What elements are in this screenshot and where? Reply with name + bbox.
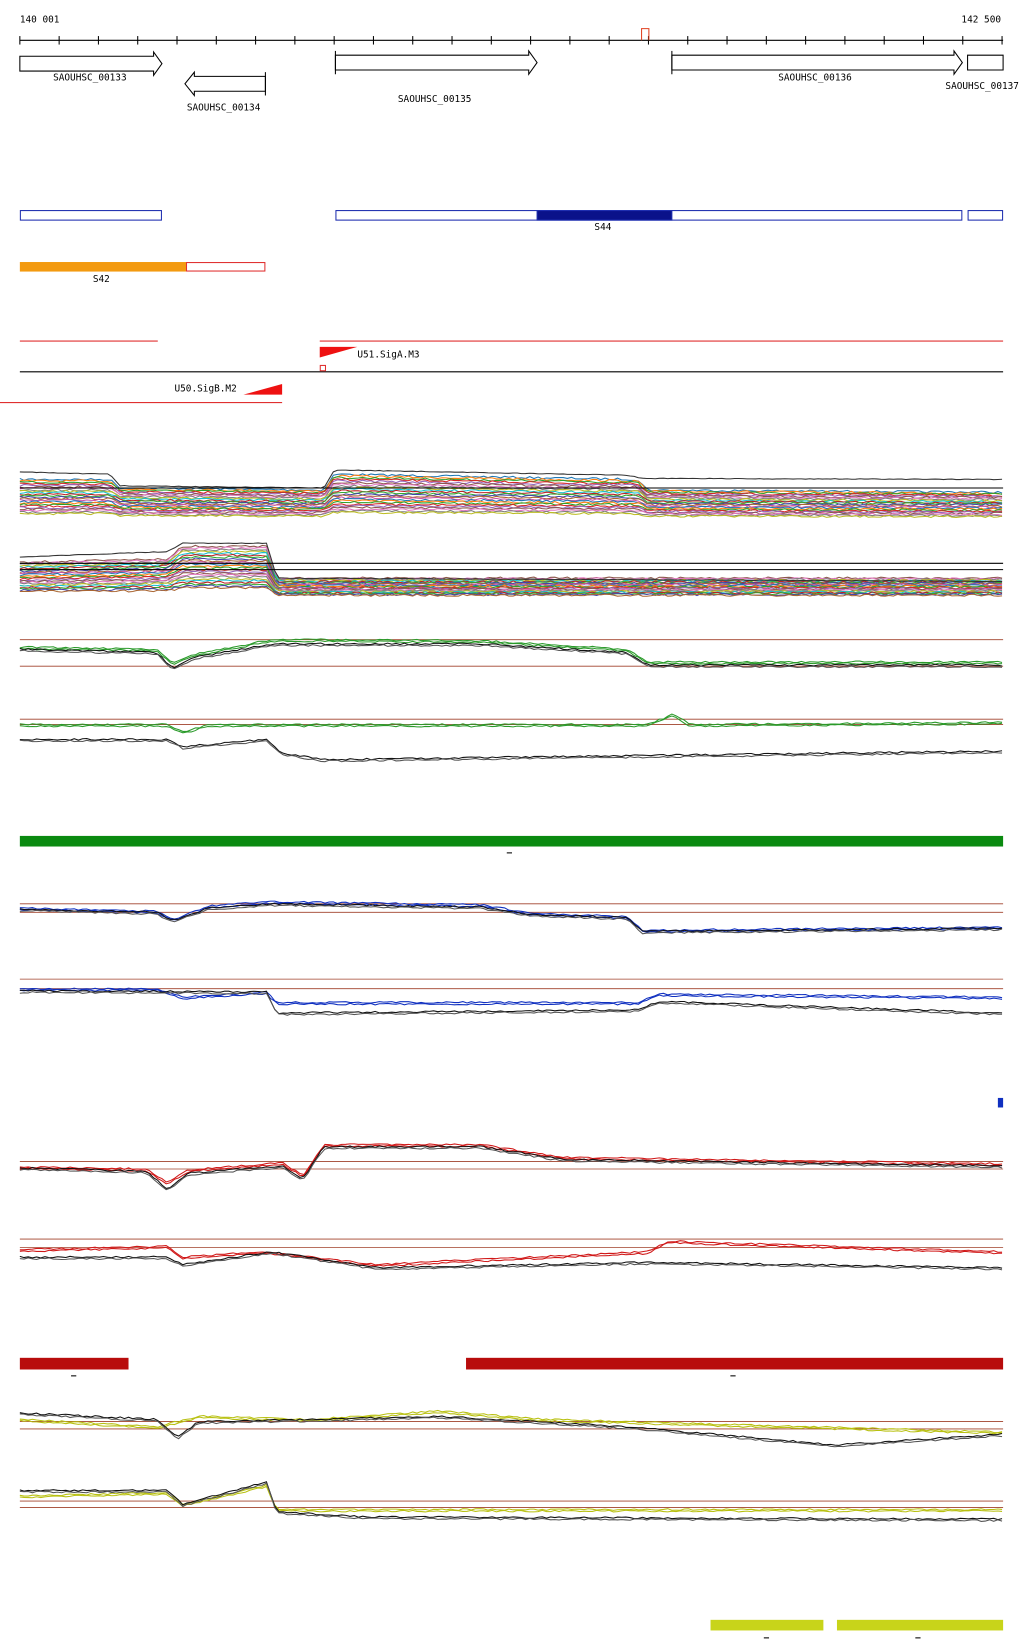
signal-line: [19, 571, 1003, 591]
signal-line: [19, 1143, 1003, 1183]
signal-line: [19, 502, 1003, 513]
signal-line: [19, 639, 1003, 665]
promoter-label: U51.SigA.M3: [357, 349, 419, 360]
gene-arrow: [184, 70, 266, 97]
signal-line: [19, 500, 1003, 512]
promoter-marker: [319, 364, 327, 372]
signal-line: [19, 1240, 1003, 1266]
signal-line: [19, 737, 1003, 761]
promoter-label: U50.SigB.M2: [174, 383, 236, 394]
gene-label: SAOUHSC_00137: [945, 81, 1019, 92]
signal-line: [19, 551, 1003, 583]
signal-line: [19, 478, 1003, 497]
feature-bar: [19, 835, 1004, 847]
signal-tracks: [19, 469, 1004, 1522]
region-box: [19, 210, 162, 221]
gene-label: SAOUHSC_00136: [778, 73, 852, 84]
region-box: [185, 262, 266, 272]
signal-line: [19, 1412, 1003, 1446]
signal-line: [19, 739, 1003, 763]
signal-line: [19, 1413, 1003, 1448]
gene-arrow: [967, 54, 1004, 71]
signal-line: [19, 482, 1003, 500]
feature-bar: [19, 1357, 129, 1370]
signal-line: [19, 1145, 1003, 1189]
gene-arrow: [19, 50, 163, 77]
signal-line: [19, 1412, 1003, 1435]
region-box-highlight: [536, 210, 673, 221]
signal-line: [19, 586, 1003, 597]
signal-line: [19, 991, 1003, 1016]
signal-line: [19, 479, 1003, 498]
gene-arrow: [334, 49, 538, 76]
signal-line: [19, 1241, 1003, 1267]
gene-label: SAOUHSC_00134: [187, 102, 261, 113]
signal-line: [19, 579, 1003, 594]
signal-line: [19, 1251, 1003, 1269]
region-label: S42: [93, 274, 110, 285]
signal-line: [19, 473, 1003, 494]
signal-line: [19, 644, 1003, 670]
ruler-start: 140 001: [20, 14, 60, 25]
signal-line: [19, 1409, 1003, 1434]
gene-arrow: [671, 49, 963, 76]
signal-line: [19, 713, 1003, 732]
signal-line: [19, 1482, 1003, 1522]
signal-line: [19, 481, 1003, 499]
signal-line: [19, 492, 1003, 507]
signal-line: [19, 1481, 1003, 1521]
feature-bar: [466, 1357, 1004, 1370]
signal-line: [19, 509, 1003, 518]
ruler-end: 142 500: [961, 14, 1001, 25]
signal-line: [19, 642, 1003, 669]
promoter-flag: [319, 346, 358, 372]
signal-line: [19, 499, 1003, 511]
signal-line: [19, 715, 1003, 734]
signal-line: [19, 542, 1003, 583]
signal-line: [19, 469, 1003, 489]
signal-line: [19, 989, 1003, 1015]
signal-line: [19, 489, 1003, 504]
signal-line: [19, 987, 1003, 1004]
signal-line: [19, 902, 1003, 932]
region-label: S44: [594, 222, 611, 233]
promoter-flag: [243, 371, 283, 395]
signal-line: [19, 1483, 1003, 1511]
position-marker: [641, 28, 650, 41]
signal-line: [19, 486, 1003, 503]
signal-line: [19, 1144, 1003, 1185]
gene-label: SAOUHSC_00135: [398, 94, 472, 105]
signal-line: [19, 474, 1003, 495]
gene-label: SAOUHSC_00133: [53, 73, 127, 84]
feature-bar: [836, 1619, 1004, 1631]
signal-line: [19, 496, 1003, 509]
signal-line: [19, 900, 1003, 932]
signal-line: [19, 505, 1003, 515]
signal-line: [19, 573, 1003, 592]
signal-line: [19, 988, 1003, 1006]
feature-bar: [710, 1619, 824, 1631]
promoter-track: [0, 340, 1004, 404]
signal-line: [19, 510, 1003, 519]
signal-line: [19, 557, 1003, 585]
region-boxes: [19, 210, 1004, 221]
signal-line: [19, 904, 1003, 935]
feature-bar: [997, 1097, 1004, 1108]
strand-marks: [71, 852, 921, 1639]
gene-arrows: [19, 49, 1004, 97]
signal-line: [19, 1252, 1003, 1271]
signal-line: [19, 584, 1003, 597]
region-bar: [19, 262, 186, 272]
region-box: [967, 210, 1004, 221]
signal-line: [19, 1146, 1003, 1191]
